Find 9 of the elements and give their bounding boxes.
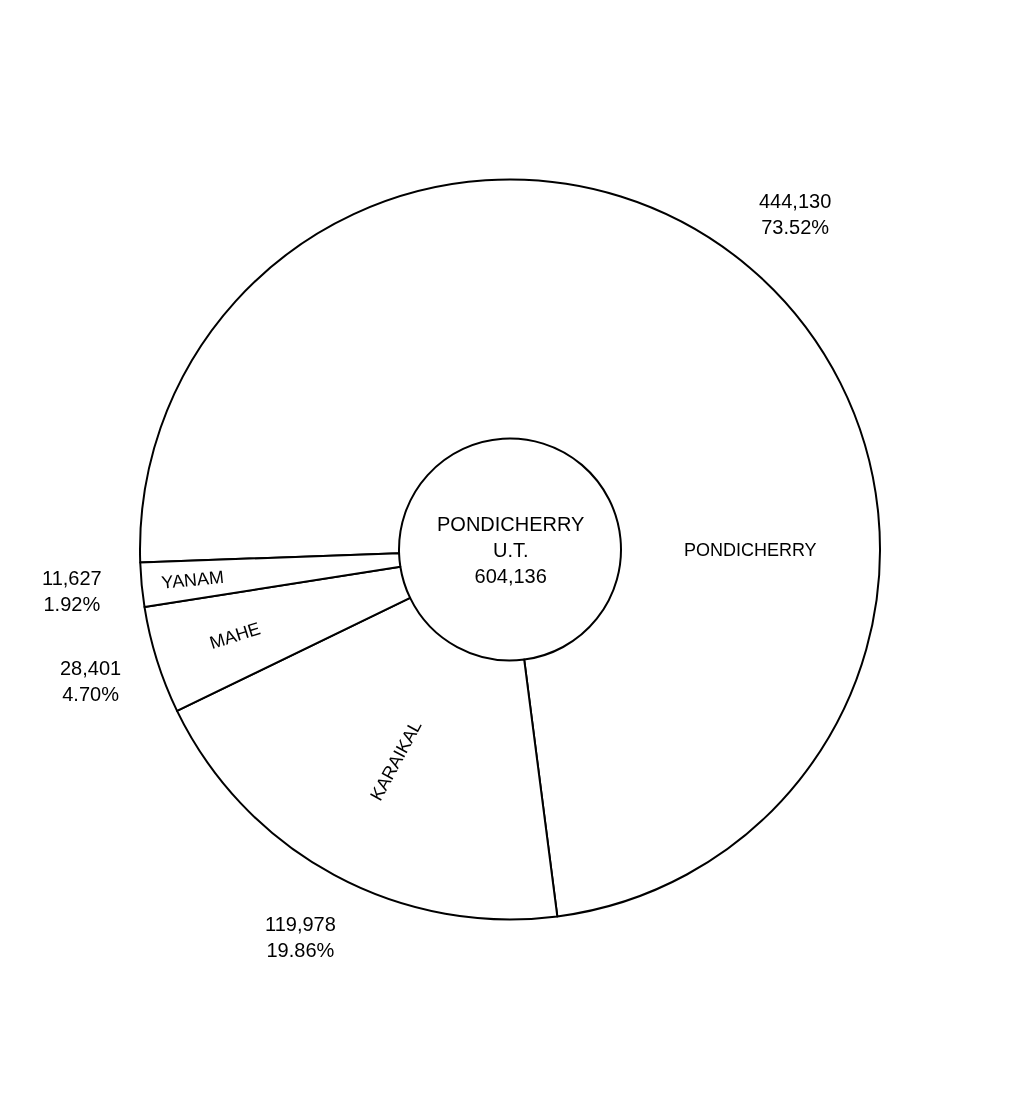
data-label: 119,978 19.86% (265, 913, 336, 961)
slice-label: PONDICHERRY (683, 539, 817, 560)
data-label: 11,627 1.92% (42, 567, 102, 615)
text: PONDICHERRY U.T. 604,136 (437, 513, 585, 587)
donut-slice (139, 179, 881, 918)
slice-label: MAHE (207, 618, 263, 653)
slice-label: YANAM (160, 566, 225, 593)
data-label: 28,401 4.70% (60, 657, 122, 705)
data-label: 444,130 73.52% (759, 190, 832, 238)
